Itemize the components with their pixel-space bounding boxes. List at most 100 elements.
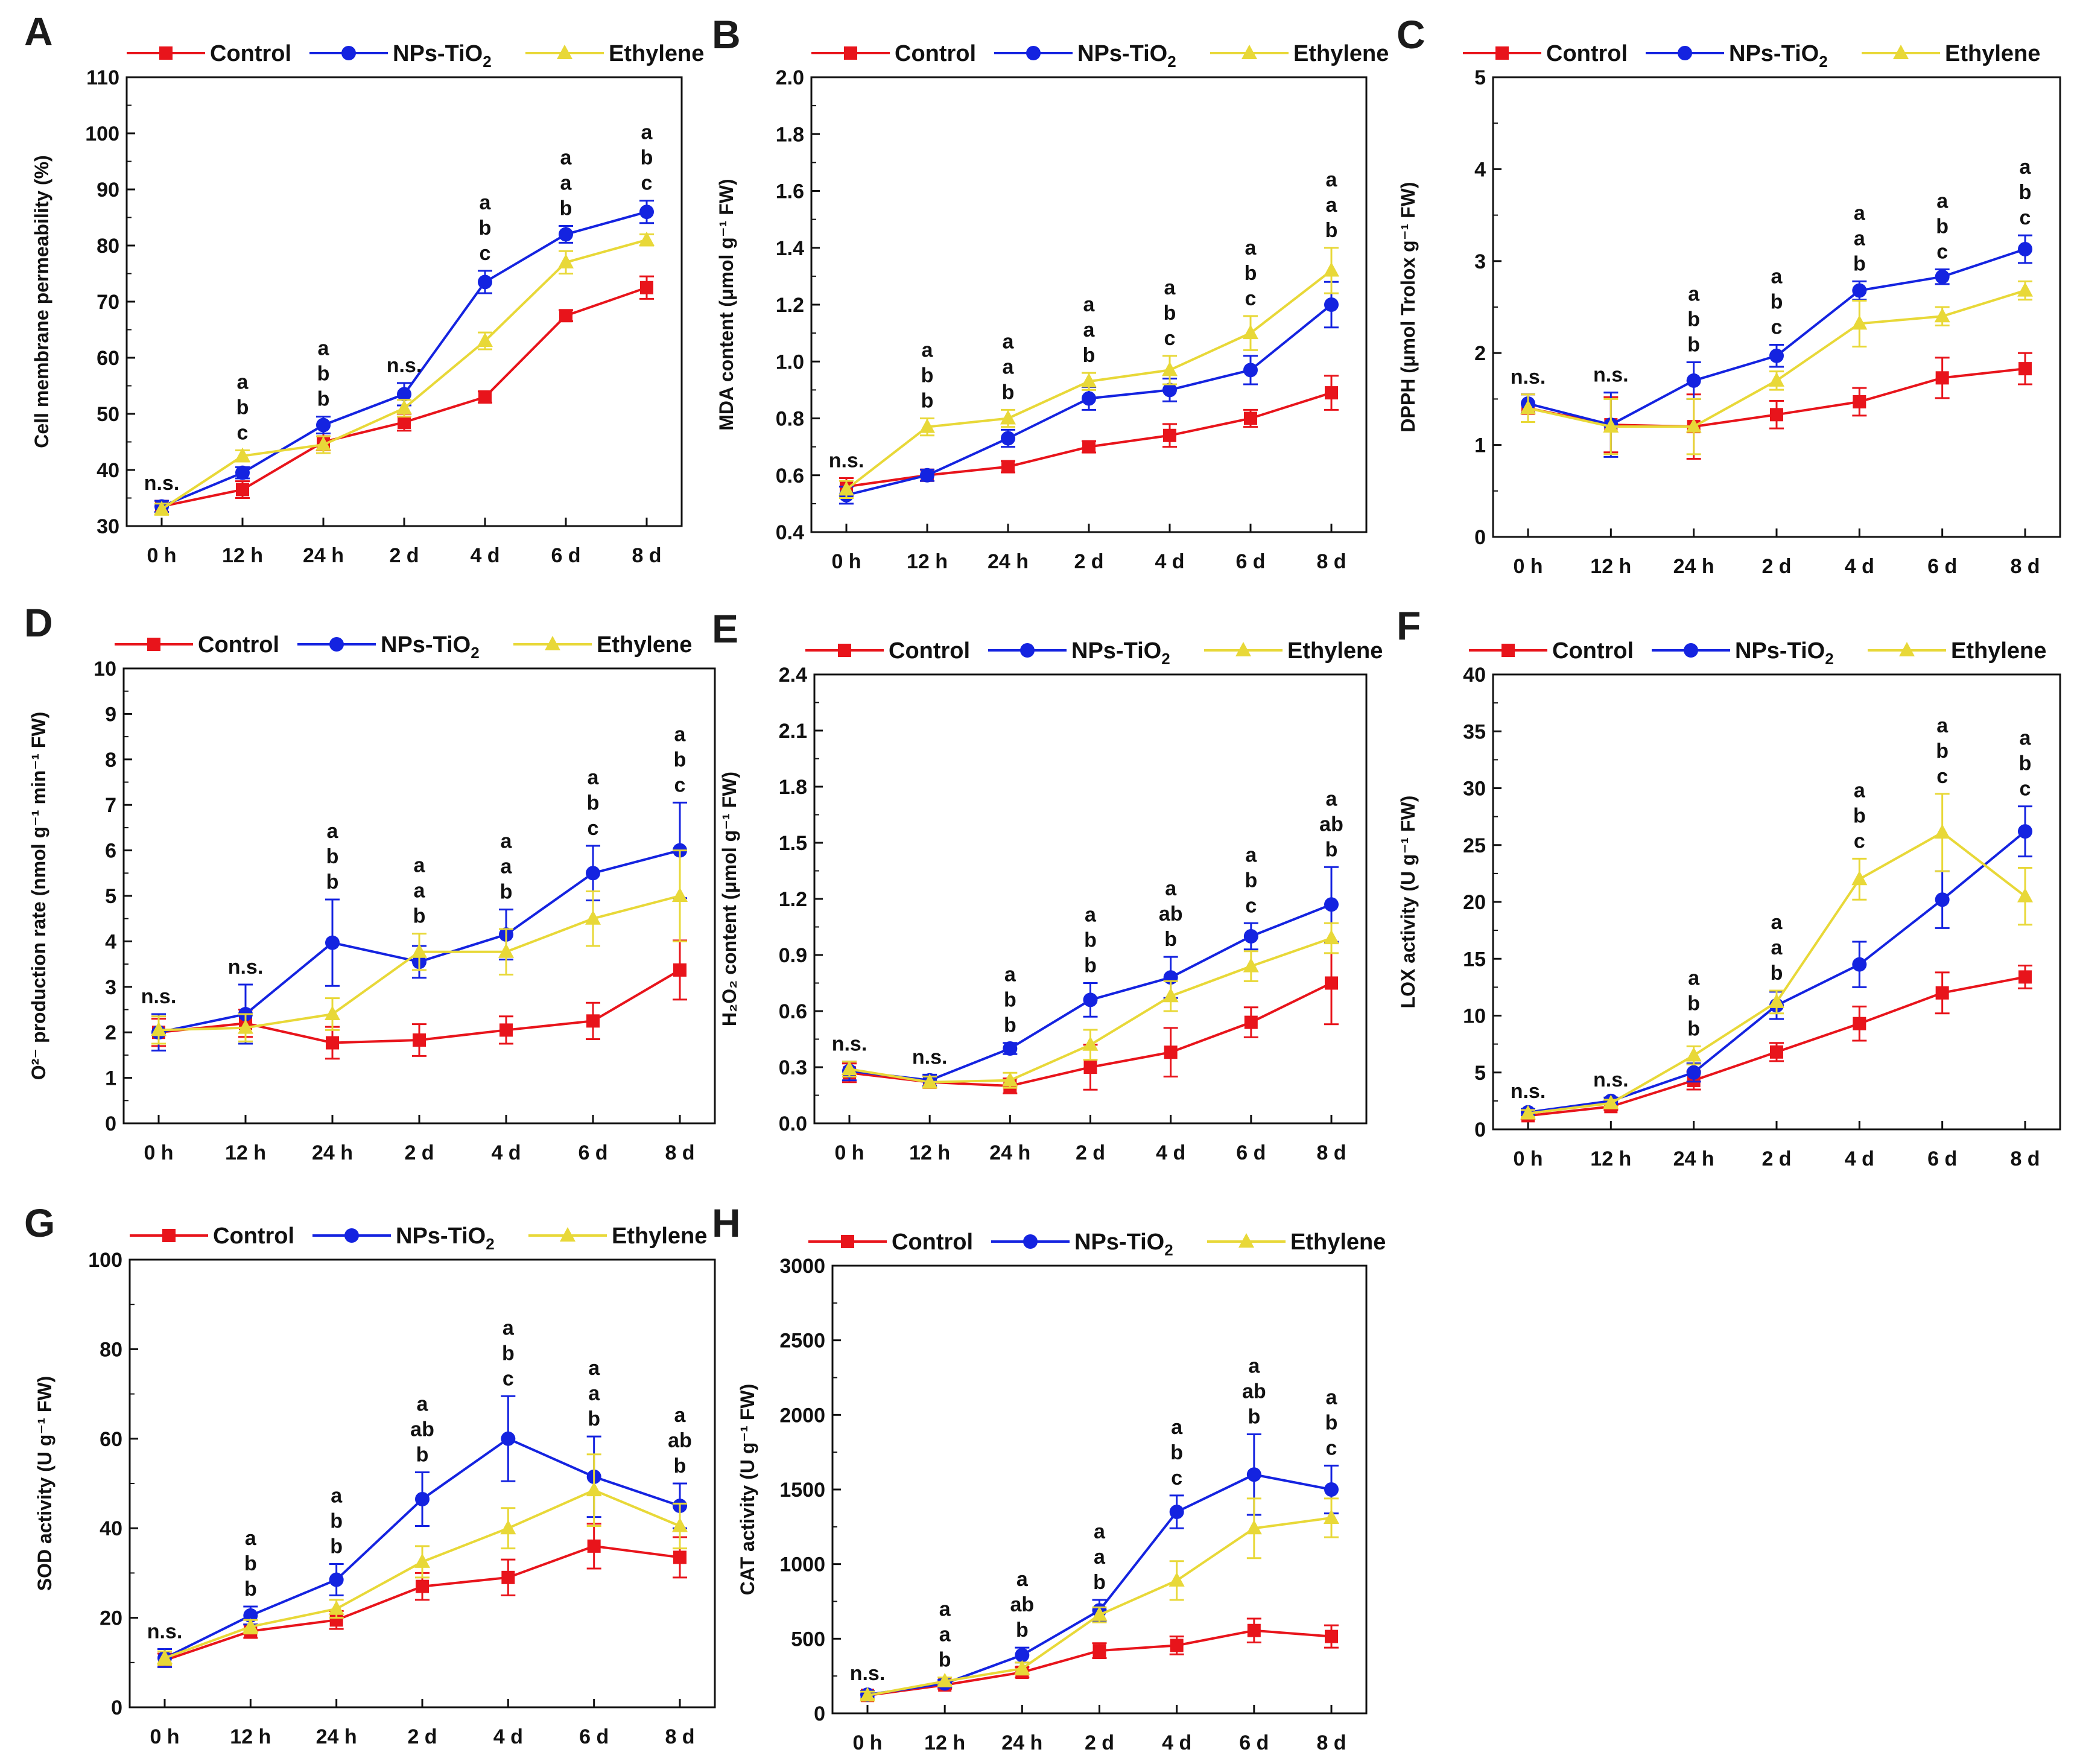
y-tick-label: 10 (1463, 1005, 1486, 1028)
significance-label: ab (410, 1418, 434, 1441)
y-tick-label: 110 (86, 66, 119, 89)
significance-label: a (503, 1316, 515, 1339)
data-point (2018, 824, 2032, 839)
significance-label: n.s. (1593, 364, 1629, 387)
y-tick-label: 1.2 (779, 888, 807, 911)
y-tick-label: 1 (1474, 434, 1486, 457)
y-axis-label: SOD activity (U g⁻¹ FW) (34, 1376, 55, 1591)
significance-label: a (1245, 236, 1257, 259)
significance-label: n.s. (1593, 1068, 1629, 1091)
significance-label: b (921, 364, 934, 387)
significance-label: b (1164, 928, 1177, 951)
panel-f: F Control NPs-TiO2 Ethylene 0 5 10 15 20 25 30 35 40… (1397, 603, 2061, 1170)
significance-label: b (416, 1443, 429, 1466)
data-point (2018, 970, 2032, 984)
significance-label: a (1326, 168, 1338, 191)
legend-label-2: Ethylene (1290, 1229, 1386, 1255)
significance-label: b (641, 147, 653, 170)
legend-label-2: Ethylene (1287, 638, 1383, 664)
data-point (1001, 460, 1015, 474)
significance-label: ab (1010, 1593, 1034, 1616)
data-point (1852, 957, 1867, 972)
significance-label: n.s. (1511, 1080, 1546, 1103)
significance-label: b (330, 1535, 343, 1558)
y-tick-label: 4 (105, 930, 116, 953)
significance-label: a (318, 337, 330, 360)
data-point (1685, 1047, 1702, 1062)
legend-subscript: 2 (1825, 650, 1833, 668)
significance-label: a (588, 1357, 600, 1380)
x-tick-label: 4 d (491, 1141, 521, 1164)
significance-label: n.s. (228, 956, 264, 979)
y-tick-label: 3 (105, 976, 116, 999)
significance-label: b (244, 1578, 257, 1601)
y-tick-label: 8 (105, 749, 116, 772)
legend-marker-0 (159, 46, 173, 60)
legend-marker-0 (844, 46, 857, 60)
data-point (1015, 1648, 1030, 1663)
y-tick-label: 1.8 (779, 776, 807, 799)
data-point (1082, 1036, 1099, 1051)
data-point (1324, 930, 1339, 945)
data-point (1935, 371, 1949, 385)
x-tick-label: 8 d (2010, 1147, 2040, 1170)
y-tick-label: 0 (814, 1702, 825, 1725)
legend-marker-1 (1684, 643, 1698, 658)
significance-label: a (1326, 194, 1338, 217)
x-tick-label: 2 d (1761, 555, 1791, 578)
data-point (416, 1579, 429, 1593)
y-tick-label: 15 (1463, 948, 1486, 971)
x-tick-label: 2 d (1761, 1147, 1791, 1170)
legend-label-0: Control (198, 632, 279, 658)
panel-label: F (1397, 603, 1421, 648)
y-tick-label: 0.8 (776, 408, 804, 431)
significance-label: a (1854, 201, 1866, 224)
significance-label: a (1936, 714, 1949, 737)
legend-marker-0 (147, 638, 160, 651)
data-point (1082, 440, 1096, 454)
significance-label: n.s. (832, 1033, 867, 1056)
data-point (398, 415, 411, 429)
data-point (316, 417, 331, 433)
data-point (1935, 269, 1950, 284)
x-tick-label: 0 h (1513, 1147, 1543, 1170)
y-tick-label: 5 (1474, 66, 1486, 89)
data-point (235, 447, 250, 462)
data-point (1853, 395, 1866, 408)
significance-label: b (1004, 1014, 1016, 1037)
significance-label: a (588, 766, 600, 789)
series-ethylene (1520, 280, 2033, 455)
data-point (586, 1014, 600, 1028)
significance-label: ab (668, 1429, 692, 1452)
data-point (478, 274, 492, 290)
data-point (413, 1033, 426, 1047)
legend-marker-1 (1026, 46, 1041, 60)
data-point (558, 253, 574, 268)
panel-a: A Control NPs-TiO2 Ethylene 30 40 50 60 70 80 90 10… (24, 9, 704, 567)
data-point (1169, 1572, 1185, 1587)
x-tick-label: 12 h (1590, 1147, 1631, 1170)
significance-label: a (1094, 1546, 1106, 1569)
significance-label: b (236, 396, 249, 419)
significance-label: b (1936, 215, 1949, 238)
y-tick-label: 3 (1474, 250, 1486, 273)
significance-label: a (331, 1485, 343, 1508)
x-tick-label: 6 d (1239, 1731, 1269, 1754)
significance-label: a (939, 1598, 951, 1621)
significance-label: c (2020, 206, 2031, 229)
x-tick-label: 24 h (1673, 555, 1714, 578)
x-tick-label: 6 d (1927, 555, 1957, 578)
y-tick-label: 2500 (779, 1330, 825, 1353)
data-point (1246, 1467, 1261, 1482)
data-point (1852, 283, 1867, 298)
x-tick-label: 12 h (1590, 555, 1631, 578)
significance-label: c (641, 172, 653, 195)
x-tick-label: 2 d (1074, 550, 1103, 573)
y-axis-label: LOX activity (U g⁻¹ FW) (1397, 796, 1419, 1009)
panel-label: B (712, 12, 741, 57)
legend: Control NPs-TiO2 Ethylene (115, 632, 692, 662)
x-tick-label: 24 h (1673, 1147, 1714, 1170)
significance-label: a (414, 854, 426, 877)
significance-label: a (1771, 911, 1783, 934)
y-tick-label: 1.5 (779, 832, 807, 855)
